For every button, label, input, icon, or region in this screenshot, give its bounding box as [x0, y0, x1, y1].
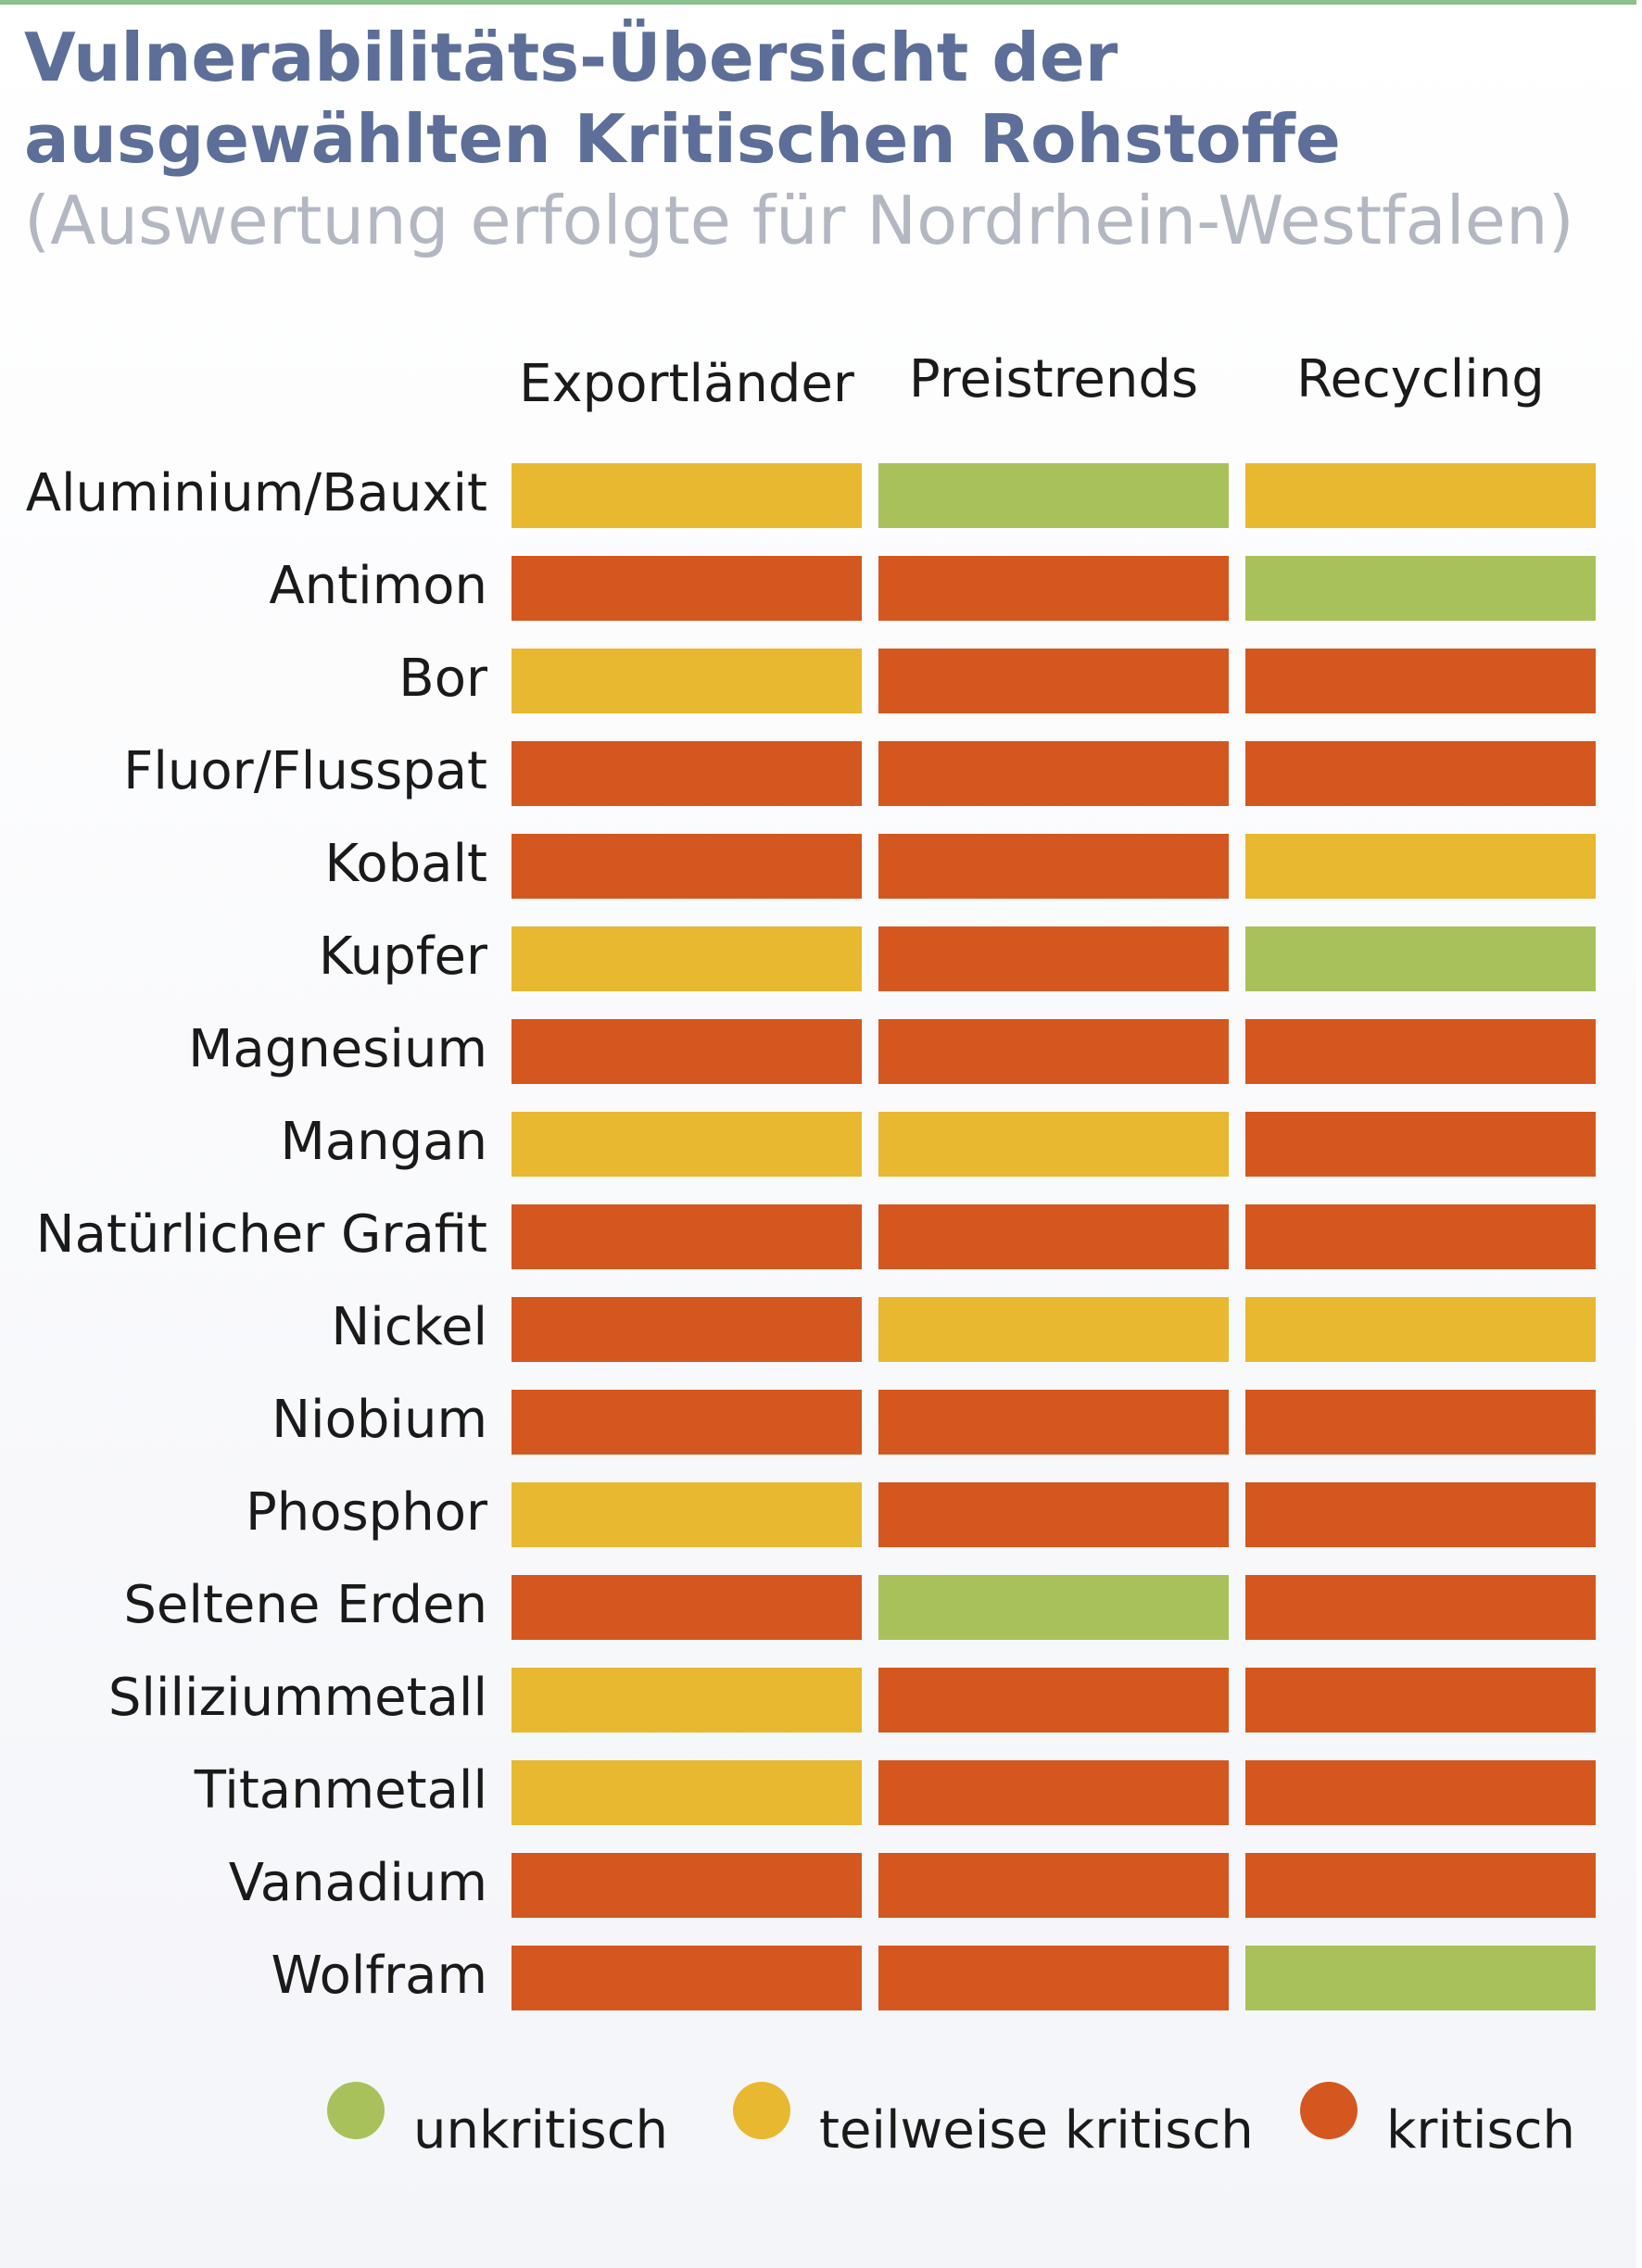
row-label-nickel: Nickel [331, 1297, 487, 1357]
heatmap-cell-phosphor-exportländer [512, 1482, 862, 1547]
heatmap-cell-nickel-exportländer [512, 1297, 862, 1362]
heatmap-cell-seltene-erden-recycling [1245, 1575, 1596, 1640]
row-label-kupfer: Kupfer [319, 926, 488, 987]
heatmap-cell-natürlicher-grafit-preistrends [878, 1204, 1229, 1269]
row-label-vanadium: Vanadium [229, 1853, 487, 1913]
heatmap-cell-bor-recycling [1245, 649, 1596, 713]
heatmap-cell-kupfer-exportländer [512, 926, 862, 991]
heatmap-cell-seltene-erden-preistrends [878, 1575, 1229, 1640]
heatmap-cell-bor-exportländer [512, 649, 862, 713]
row-label-bor: Bor [398, 649, 488, 709]
heatmap-cell-niobium-preistrends [878, 1390, 1229, 1455]
row-label-magnesium: Magnesium [188, 1019, 487, 1079]
heatmap-cell-wolfram-exportländer [512, 1946, 862, 2010]
heatmap-cell-sliliziummetall-recycling [1245, 1668, 1596, 1732]
heatmap-cell-nickel-recycling [1245, 1297, 1596, 1362]
heatmap-cell-magnesium-exportländer [512, 1019, 862, 1084]
legend-swatch-teilweise-kritisch [733, 2082, 790, 2139]
column-header-preistrends: Preistrends [909, 349, 1198, 410]
heatmap-cell-wolfram-recycling [1245, 1946, 1596, 2010]
row-label-fluor-flusspat: Fluor/Flusspat [123, 741, 487, 801]
heatmap-cell-kupfer-recycling [1245, 926, 1596, 991]
heatmap-cell-kupfer-preistrends [878, 926, 1229, 991]
heatmap-cell-natürlicher-grafit-exportländer [512, 1204, 862, 1269]
heatmap-cell-magnesium-recycling [1245, 1019, 1596, 1084]
legend-label-teilweise-kritisch: teilweise kritisch [819, 2100, 1254, 2161]
heatmap-cell-fluor-flusspat-recycling [1245, 741, 1596, 806]
heatmap-cell-kobalt-recycling [1245, 834, 1596, 899]
column-header-exportländer: Exportländer [519, 354, 855, 414]
heatmap-cell-wolfram-preistrends [878, 1946, 1229, 2010]
title-main: Vulnerabilitäts-Übersicht der ausgewählt… [24, 19, 1341, 178]
row-label-seltene-erden: Seltene Erden [123, 1575, 487, 1635]
heatmap-cell-kobalt-preistrends [878, 834, 1229, 899]
chart-title: Vulnerabilitäts-Übersicht der ausgewählt… [24, 17, 1599, 261]
top-accent-line [0, 0, 1642, 5]
heatmap-cell-aluminium-bauxit-recycling [1245, 463, 1596, 528]
heatmap-cell-magnesium-preistrends [878, 1019, 1229, 1084]
heatmap-cell-antimon-recycling [1245, 556, 1596, 621]
row-label-titanmetall: Titanmetall [194, 1760, 487, 1821]
heatmap-cell-niobium-recycling [1245, 1390, 1596, 1455]
heatmap-cell-bor-preistrends [878, 649, 1229, 713]
heatmap-cell-vanadium-preistrends [878, 1853, 1229, 1918]
heatmap-cell-titanmetall-recycling [1245, 1760, 1596, 1825]
heatmap-cell-titanmetall-preistrends [878, 1760, 1229, 1825]
heatmap-cell-aluminium-bauxit-preistrends [878, 463, 1229, 528]
heatmap-cell-mangan-preistrends [878, 1112, 1229, 1177]
heatmap-cell-nickel-preistrends [878, 1297, 1229, 1362]
heatmap-cell-niobium-exportländer [512, 1390, 862, 1455]
right-edge [1636, 0, 1642, 2268]
legend-label-kritisch: kritisch [1386, 2100, 1575, 2161]
row-label-natürlicher-grafit: Natürlicher Grafit [36, 1204, 487, 1265]
heatmap-cell-phosphor-preistrends [878, 1482, 1229, 1547]
row-label-kobalt: Kobalt [324, 834, 487, 894]
heatmap-cell-mangan-exportländer [512, 1112, 862, 1177]
heatmap-cell-vanadium-recycling [1245, 1853, 1596, 1918]
heatmap-cell-kobalt-exportländer [512, 834, 862, 899]
heatmap-cell-sliliziummetall-exportländer [512, 1668, 862, 1732]
row-label-niobium: Niobium [272, 1390, 487, 1450]
row-label-aluminium-bauxit: Aluminium/Bauxit [26, 463, 487, 523]
row-label-antimon: Antimon [269, 556, 487, 616]
heatmap-cell-phosphor-recycling [1245, 1482, 1596, 1547]
legend-swatch-unkritisch [327, 2082, 385, 2139]
heatmap-cell-mangan-recycling [1245, 1112, 1596, 1177]
heatmap-cell-titanmetall-exportländer [512, 1760, 862, 1825]
row-label-sliliziummetall: Sliliziummetall [108, 1668, 487, 1728]
heatmap-cell-aluminium-bauxit-exportländer [512, 463, 862, 528]
heatmap-cell-sliliziummetall-preistrends [878, 1668, 1229, 1732]
column-header-recycling: Recycling [1296, 349, 1545, 410]
legend-swatch-kritisch [1300, 2082, 1358, 2139]
row-label-mangan: Mangan [281, 1112, 487, 1172]
title-subtitle: (Auswertung erfolgte für Nordrhein-Westf… [24, 182, 1574, 259]
legend-label-unkritisch: unkritisch [413, 2100, 668, 2161]
heatmap-cell-fluor-flusspat-exportländer [512, 741, 862, 806]
row-label-wolfram: Wolfram [271, 1946, 487, 2006]
heatmap-cell-vanadium-exportländer [512, 1853, 862, 1918]
heatmap-cell-natürlicher-grafit-recycling [1245, 1204, 1596, 1269]
heatmap-cell-seltene-erden-exportländer [512, 1575, 862, 1640]
heatmap-cell-antimon-exportländer [512, 556, 862, 621]
row-label-phosphor: Phosphor [246, 1482, 488, 1543]
heatmap-cell-antimon-preistrends [878, 556, 1229, 621]
heatmap-cell-fluor-flusspat-preistrends [878, 741, 1229, 806]
